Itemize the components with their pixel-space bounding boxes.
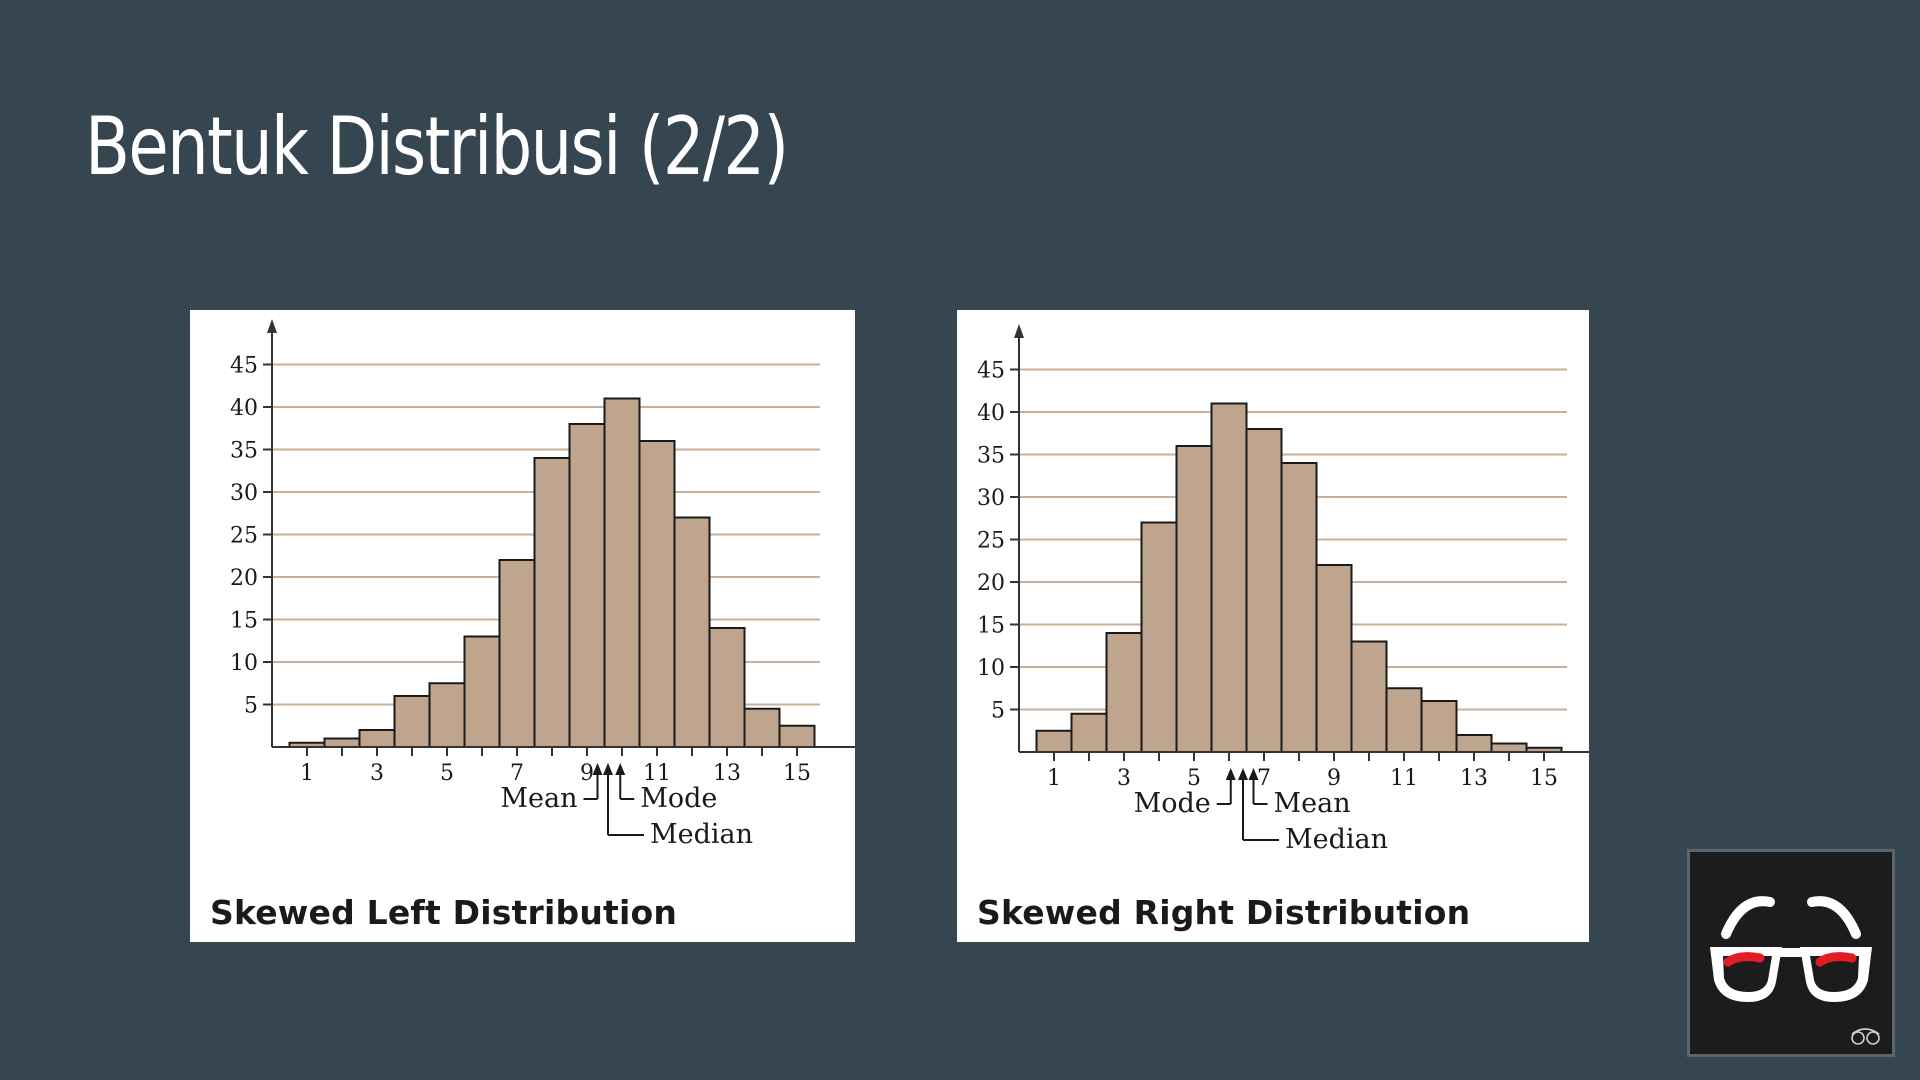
histogram-bar: [1350, 640, 1388, 753]
histogram-bar: [638, 440, 676, 748]
x-tick-label: 13: [713, 761, 741, 786]
y-tick-label: 35: [977, 444, 1005, 469]
y-tick-label: 20: [977, 571, 1005, 596]
histogram-bar: [1035, 729, 1073, 753]
chart-caption-right: Skewed Right Distribution: [977, 893, 1471, 932]
x-tick-label: 13: [1460, 766, 1488, 791]
slide-title: Bentuk Distribusi (2/2): [85, 100, 789, 193]
x-tick-label: 7: [510, 761, 524, 786]
y-tick-label: 35: [230, 439, 258, 464]
annotation-arrow: [1238, 768, 1248, 780]
histogram-bar: [1245, 428, 1283, 753]
skewed-left-chart: 5 10 15 20 25 30 35 40 45 1 3 5 7 9 11 13 15 Mean Median Mo…: [190, 310, 855, 942]
x-tick-label: 1: [300, 761, 314, 786]
x-tick-label: 15: [1530, 766, 1558, 791]
chart-caption-left: Skewed Left Distribution: [210, 893, 678, 932]
annotation-arrow: [1225, 768, 1236, 780]
x-tick-label: 7: [1257, 766, 1271, 791]
y-tick-label: 25: [977, 529, 1005, 554]
y-tick-label: 20: [230, 566, 258, 591]
annotation-arrow: [1248, 768, 1259, 780]
histogram-bar: [673, 516, 711, 748]
y-tick-label: 30: [977, 486, 1005, 511]
y-tick-label: 10: [230, 651, 258, 676]
histogram-bar: [1175, 445, 1213, 753]
histogram-bar: [708, 627, 746, 748]
histogram-bar: [358, 729, 396, 748]
annotation-label-median: Median: [1285, 824, 1388, 855]
histogram-bar: [1385, 687, 1423, 753]
histogram-bar: [428, 682, 466, 748]
histogram-bar: [603, 397, 641, 748]
y-tick-label: 15: [977, 614, 1005, 639]
x-tick-label: 9: [580, 761, 594, 786]
x-tick-label: 3: [1117, 766, 1131, 791]
x-tick-label: 11: [643, 761, 671, 786]
histogram-bar: [498, 559, 536, 748]
skewed-right-chart: 5 10 15 20 25 30 35 40 45 1 3 5 7 9 11 13 15 Mode Median Me…: [957, 310, 1589, 942]
annotation-arrow: [592, 763, 603, 775]
y-axis-arrow: [1014, 324, 1024, 338]
annotation-label-mean: Mean: [500, 783, 577, 814]
histogram-bar: [1070, 712, 1108, 753]
histogram-bar: [743, 707, 781, 748]
annotation-arrow: [603, 763, 613, 775]
histogram-bar: [1210, 402, 1248, 753]
x-tick-label: 9: [1327, 766, 1341, 791]
y-tick-label: 45: [977, 359, 1005, 384]
x-tick-label: 3: [370, 761, 384, 786]
histogram-bar: [323, 737, 361, 748]
histogram-bar: [1280, 462, 1318, 753]
histogram-bar: [1490, 742, 1528, 753]
y-tick-label: 40: [230, 396, 258, 421]
x-tick-label: 15: [783, 761, 811, 786]
glasses-icon: [1710, 896, 1880, 1045]
y-tick-label: 10: [977, 656, 1005, 681]
y-tick-label: 45: [230, 354, 258, 379]
annotation-arrow: [615, 763, 626, 775]
y-tick-label: 30: [230, 481, 258, 506]
annotation-label-mode: Mode: [640, 783, 717, 814]
y-tick-label: 25: [230, 524, 258, 549]
channel-logo: [1687, 849, 1895, 1057]
annotation-label-median: Median: [650, 819, 753, 850]
histogram-bar: [568, 423, 606, 748]
y-tick-label: 40: [977, 401, 1005, 426]
y-axis-arrow: [267, 319, 277, 333]
y-tick-label: 15: [230, 609, 258, 634]
histogram-bar: [1315, 564, 1353, 753]
x-tick-label: 11: [1390, 766, 1418, 791]
x-tick-label: 5: [1187, 766, 1201, 791]
histogram-bar: [1420, 700, 1458, 753]
histogram-bar: [778, 724, 816, 748]
histogram-bar: [463, 635, 501, 748]
y-tick-label: 5: [244, 694, 258, 719]
histogram-bar: [1140, 521, 1178, 753]
x-tick-label: 5: [440, 761, 454, 786]
annotation-label-mean: Mean: [1274, 788, 1351, 819]
histogram-bar: [1455, 734, 1493, 753]
annotation-label-mode: Mode: [1134, 788, 1211, 819]
y-tick-label: 5: [991, 699, 1005, 724]
histogram-bar: [393, 695, 431, 748]
x-tick-label: 1: [1047, 766, 1061, 791]
histogram-bar: [1105, 632, 1143, 753]
histogram-bar: [533, 457, 571, 748]
